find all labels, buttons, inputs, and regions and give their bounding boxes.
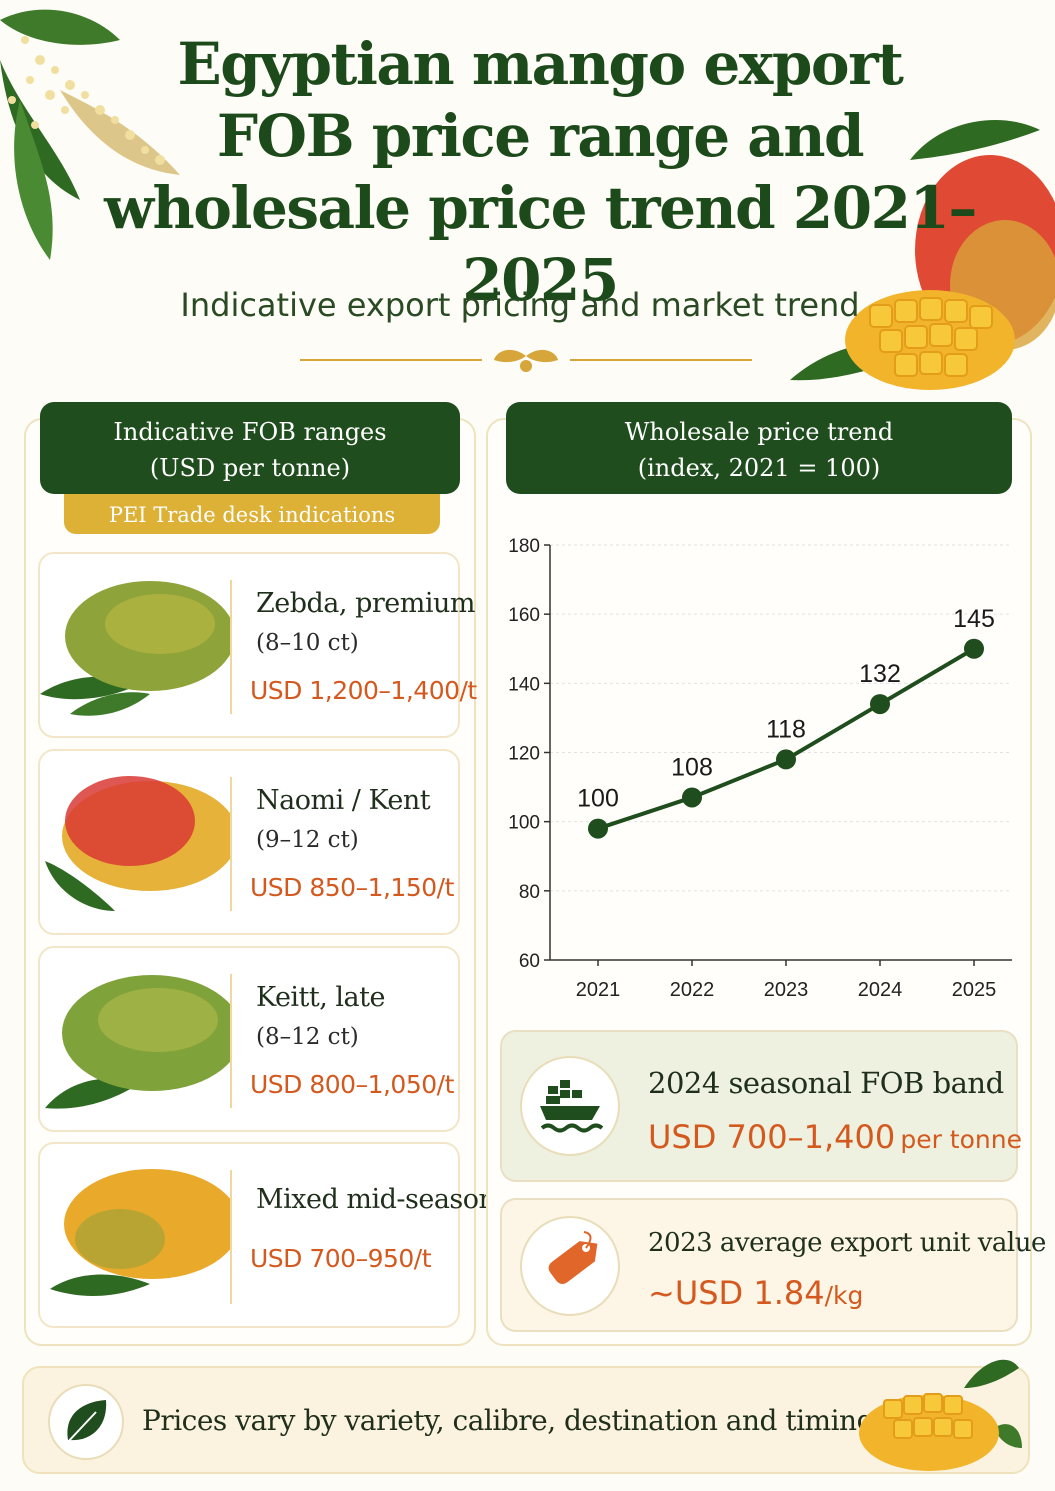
title-line-1: Egyptian mango export xyxy=(177,30,904,98)
data-point xyxy=(870,694,890,715)
variety-price: USD 850–1,150/t xyxy=(250,873,454,902)
unit-value-unit: /kg xyxy=(824,1281,864,1310)
x-tick-label: 2021 xyxy=(576,979,621,1001)
y-tick-label: 180 xyxy=(508,536,540,557)
title-line-3: wholesale price trend 2021–2025 xyxy=(104,174,977,314)
seasonal-fob-band-box: 2024 seasonal FOB band USD 700–1,400 per… xyxy=(500,1030,1022,1182)
data-point xyxy=(588,818,608,839)
variety-card-keitt: Keitt, late (8–12 ct) USD 800–1,050/t xyxy=(38,946,460,1132)
title-line-2: FOB price range and xyxy=(216,102,865,170)
wholesale-price-line-chart: 60 80 100 120 140 160 180 2021 2022 2023 2024 2025 1… xyxy=(508,536,1012,1001)
mango-blossom-illustration xyxy=(0,9,180,260)
variety-card-zebda: Zebda, premium (8–10 ct) USD 1,200–1,400… xyxy=(38,552,477,738)
data-label: 132 xyxy=(859,660,901,688)
leaf-icon xyxy=(48,1384,124,1460)
trend-heading-line1: Wholesale price trend xyxy=(624,418,894,446)
variety-calibre: (8–10 ct) xyxy=(256,630,359,656)
price-trend-panel xyxy=(486,418,1032,1346)
fob-band-label: 2024 seasonal FOB band xyxy=(648,1066,1004,1100)
green-mango-icon xyxy=(45,975,230,1109)
variety-name: Mixed mid-season xyxy=(256,1184,496,1215)
footer-note-bar: Prices vary by variety, calibre, destina… xyxy=(22,1359,1030,1474)
x-tick-label: 2025 xyxy=(952,979,997,1001)
data-label: 108 xyxy=(671,753,713,781)
x-tick-label: 2022 xyxy=(670,979,715,1001)
variety-name: Keitt, late xyxy=(256,982,386,1013)
data-point xyxy=(964,638,984,659)
unit-value-amount: ~USD 1.84 xyxy=(648,1274,825,1312)
footer-note: Prices vary by variety, calibre, destina… xyxy=(142,1404,883,1437)
y-tick-label: 120 xyxy=(508,744,540,765)
variety-price: USD 1,200–1,400/t xyxy=(250,676,477,705)
y-tick-label: 160 xyxy=(508,605,540,626)
variety-name: Zebda, premium xyxy=(256,588,475,619)
variety-price: USD 700–950/t xyxy=(250,1244,432,1273)
page-subtitle: Indicative export pricing and market tre… xyxy=(180,286,860,324)
data-point xyxy=(776,749,796,770)
data-label: 100 xyxy=(577,785,619,813)
price-trend-heading: Wholesale price trend (index, 2021 = 100… xyxy=(506,402,1012,494)
fob-heading-line2: (USD per tonne) xyxy=(149,454,351,482)
variety-name: Naomi / Kent xyxy=(256,785,431,816)
variety-card-naomi-kent: Naomi / Kent (9–12 ct) USD 850–1,150/t xyxy=(38,749,460,935)
unit-value-label: 2023 average export unit value xyxy=(648,1228,1046,1258)
y-tick-label: 140 xyxy=(508,674,540,695)
yellow-mango-icon xyxy=(50,1169,230,1296)
green-mango-icon xyxy=(40,581,230,716)
data-label: 145 xyxy=(953,605,995,633)
cut-mango-illustration xyxy=(859,1359,1022,1471)
fob-band-value: USD 700–1,400 per tonne xyxy=(648,1118,1022,1156)
variety-calibre: (9–12 ct) xyxy=(256,827,359,853)
y-tick-label: 80 xyxy=(519,882,540,903)
variety-card-mixed: Mixed mid-season USD 700–950/t xyxy=(38,1142,496,1328)
fob-heading-line1: Indicative FOB ranges xyxy=(113,418,387,446)
red-mango-icon xyxy=(45,776,230,911)
source-tag: PEI Trade desk indications xyxy=(64,494,440,534)
ornament-divider xyxy=(300,349,752,372)
x-tick-label: 2023 xyxy=(764,979,809,1001)
cargo-ship-icon xyxy=(520,1056,620,1156)
unit-value-amount-row: ~USD 1.84/kg xyxy=(648,1274,863,1312)
y-tick-label: 100 xyxy=(508,813,540,834)
mango-hero-illustration xyxy=(790,120,1055,390)
trend-heading-line2: (index, 2021 = 100) xyxy=(637,454,881,482)
y-tick-label: 60 xyxy=(519,951,540,972)
x-tick-label: 2024 xyxy=(858,979,903,1001)
data-point xyxy=(682,787,702,808)
page-title: Egyptian mango export FOB price range an… xyxy=(100,28,980,316)
variety-calibre: (8–12 ct) xyxy=(256,1024,359,1050)
fob-band-amount: USD 700–1,400 xyxy=(648,1118,896,1156)
price-tag-icon xyxy=(520,1216,620,1316)
fob-band-unit: per tonne xyxy=(900,1125,1022,1154)
variety-price: USD 800–1,050/t xyxy=(250,1070,454,1099)
fob-ranges-heading: Indicative FOB ranges (USD per tonne) xyxy=(40,402,460,494)
data-label: 118 xyxy=(766,715,806,743)
export-unit-value-box: 2023 average export unit value ~USD 1.84… xyxy=(500,1198,1046,1332)
